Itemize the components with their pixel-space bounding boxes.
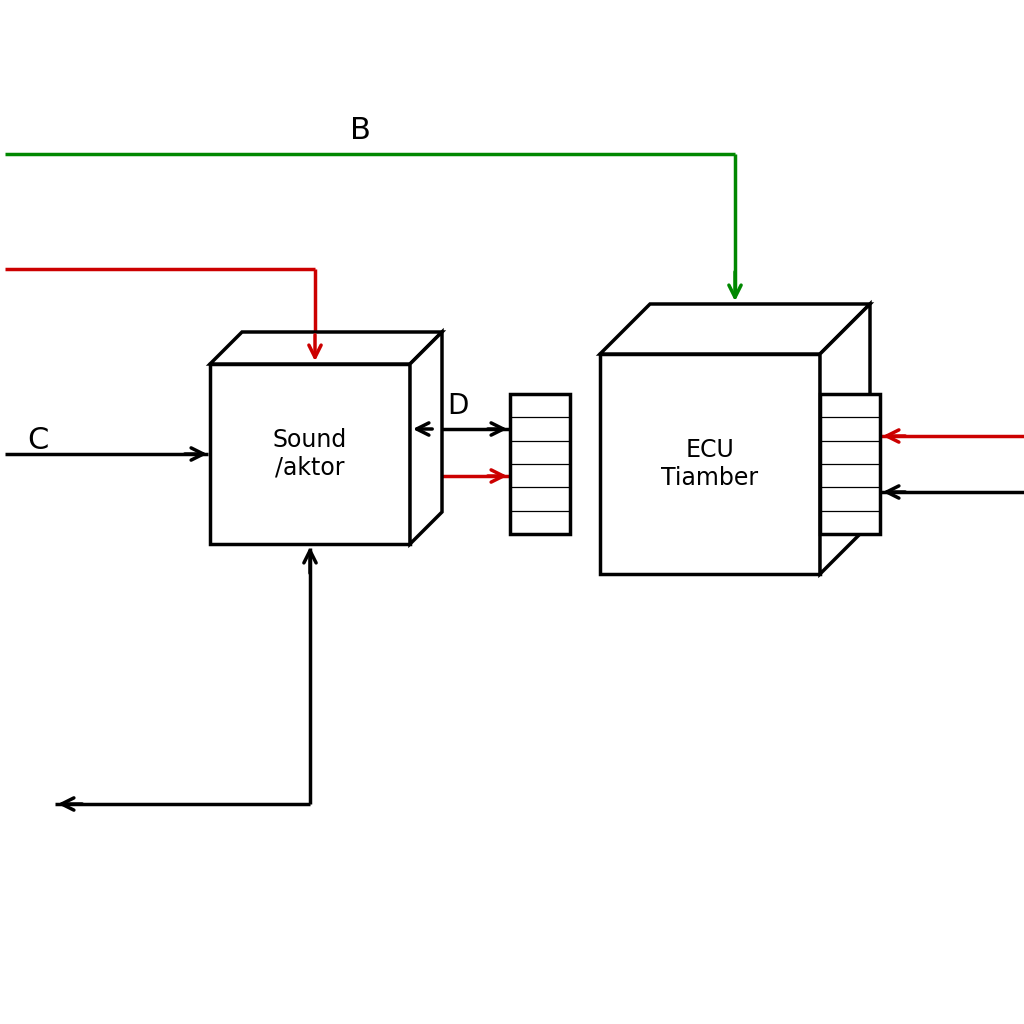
Text: B: B (349, 116, 371, 145)
Text: D: D (447, 392, 469, 420)
Polygon shape (410, 332, 442, 544)
Polygon shape (820, 304, 870, 574)
Polygon shape (600, 354, 820, 574)
Polygon shape (210, 332, 442, 364)
Polygon shape (210, 364, 410, 544)
Polygon shape (600, 304, 870, 354)
Text: C: C (28, 426, 49, 455)
Text: Sound
/aktor: Sound /aktor (272, 428, 347, 480)
Polygon shape (510, 394, 570, 534)
Text: ECU
Tiamber: ECU Tiamber (662, 438, 759, 489)
Polygon shape (820, 394, 880, 534)
